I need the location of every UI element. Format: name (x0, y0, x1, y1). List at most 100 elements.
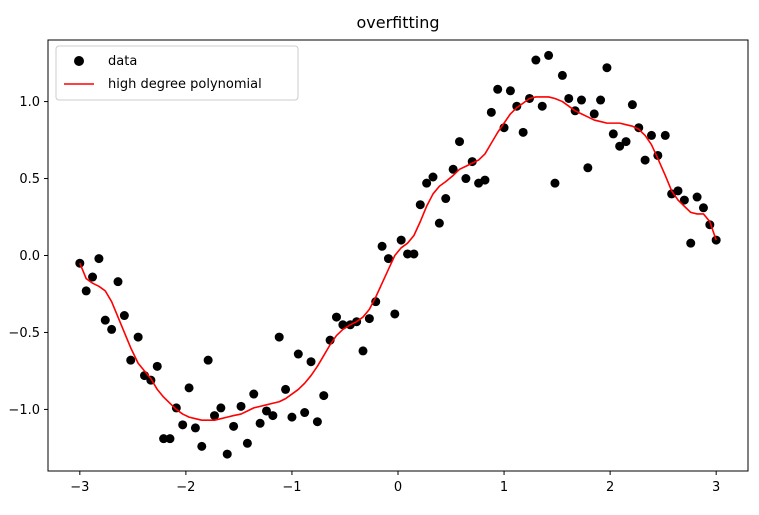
data-point (686, 238, 696, 248)
x-tick-label: 0 (394, 480, 402, 495)
data-point (698, 203, 708, 213)
series-layer (75, 50, 721, 459)
data-point (75, 258, 85, 268)
data-point (486, 107, 496, 117)
data-point (615, 141, 625, 151)
data-point (107, 324, 117, 334)
data-point (441, 194, 451, 204)
data-point (550, 178, 560, 188)
data-point (152, 361, 162, 371)
data-point (428, 172, 438, 182)
data-point (222, 449, 232, 459)
x-tick-label: −2 (176, 480, 195, 495)
data-point (692, 192, 702, 202)
axis-ticks: −3 −2 −1 0 1 2 3 −1.0 −0.5 0.0 0.5 1.0 (8, 95, 720, 495)
data-point (544, 50, 554, 60)
legend-box (55, 45, 299, 101)
data-point (564, 93, 574, 103)
x-tick-label: −3 (70, 480, 89, 495)
data-point (377, 241, 387, 251)
y-tick-label: 0.0 (19, 249, 40, 264)
data-point (557, 70, 567, 80)
data-point (197, 441, 207, 451)
data-point (293, 349, 303, 359)
data-point (210, 411, 220, 421)
data-point (415, 200, 425, 210)
legend: data high degree polynomial (55, 45, 299, 101)
data-point (165, 434, 175, 444)
data-point (229, 421, 239, 431)
data-point (364, 314, 374, 324)
data-point (331, 312, 341, 322)
data-point (531, 55, 541, 65)
data-point (300, 408, 310, 418)
data-point (338, 320, 348, 330)
data-point (409, 249, 419, 259)
data-point (261, 406, 271, 416)
data-point (627, 100, 637, 110)
chart-title: overfitting (356, 13, 439, 32)
y-tick-label: −1.0 (8, 403, 40, 418)
x-tick-label: 1 (500, 480, 508, 495)
data-point (480, 175, 490, 185)
data-point (422, 178, 432, 188)
data-point (113, 277, 123, 287)
data-point (88, 272, 98, 282)
data-point (203, 355, 213, 365)
data-point (159, 434, 169, 444)
y-tick-label: −0.5 (8, 326, 40, 341)
data-point (268, 411, 278, 421)
data-point (242, 438, 252, 448)
data-point (281, 384, 291, 394)
data-point (634, 123, 644, 133)
data-point (608, 129, 618, 139)
data-point (403, 249, 413, 259)
data-point (126, 355, 136, 365)
data-point (679, 195, 689, 205)
data-point (455, 137, 465, 147)
data-point (249, 389, 259, 399)
data-point (236, 401, 246, 411)
data-point (583, 163, 593, 173)
data-point (119, 311, 129, 321)
data-point (287, 412, 297, 422)
y-tick-label: 0.5 (19, 172, 40, 187)
data-point (274, 332, 284, 342)
data-point (673, 186, 683, 196)
data-point (576, 95, 586, 105)
plot-frame (47, 39, 749, 472)
x-tick-label: 3 (712, 480, 720, 495)
data-point (383, 254, 393, 264)
data-point (596, 95, 606, 105)
data-point (512, 101, 522, 111)
data-point (461, 174, 471, 184)
data-point (621, 137, 631, 147)
x-tick-label: −1 (282, 480, 301, 495)
data-point (255, 418, 265, 428)
data-point (358, 346, 368, 356)
data-point (94, 254, 104, 264)
data-point (216, 403, 226, 413)
data-point (371, 297, 381, 307)
data-point (184, 383, 194, 393)
data-point (178, 420, 188, 430)
data-point (312, 417, 322, 427)
data-point (133, 332, 143, 342)
data-point (660, 130, 670, 140)
data-point (319, 391, 329, 401)
data-point (602, 63, 612, 73)
legend-label-data: data (108, 54, 137, 69)
data-point (81, 286, 91, 296)
data-point (306, 357, 316, 367)
data-point (190, 423, 200, 433)
x-tick-label: 2 (606, 480, 614, 495)
data-point (518, 127, 528, 137)
polynomial-fit-line (79, 96, 717, 422)
legend-marker-data (74, 56, 84, 66)
data-point (390, 309, 400, 319)
data-point (493, 84, 503, 94)
data-point (434, 218, 444, 228)
data-point (448, 164, 458, 174)
data-point (640, 155, 650, 165)
